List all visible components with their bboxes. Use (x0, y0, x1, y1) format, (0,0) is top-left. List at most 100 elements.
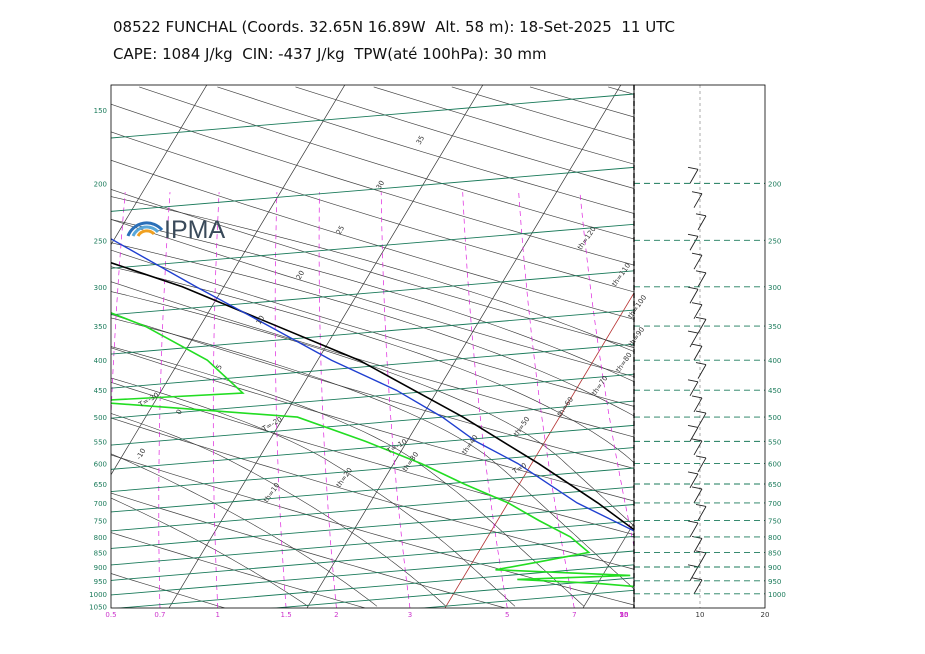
wind-barb-flag (695, 455, 707, 459)
dry-adiabat-line (111, 218, 634, 377)
moist-adiabat-line (111, 453, 378, 607)
ipma-logo: IPMA (126, 216, 225, 244)
parcel-curve (111, 261, 634, 531)
x-tick-label: 5 (505, 611, 509, 619)
x-tick-label: 1 (216, 611, 220, 619)
wind-barb-staff (689, 381, 699, 397)
y-tick-label-left: 950 (94, 578, 107, 586)
wind-barb-staff (697, 272, 707, 288)
y-tick-label-left: 900 (94, 564, 107, 572)
wind-barb-staff (693, 345, 703, 361)
chart-subtitle: CAPE: 1084 J/kg CIN: -437 J/kg TPW(até 1… (113, 45, 547, 63)
x-tick-label: 2 (334, 611, 338, 619)
isobar-line (111, 309, 634, 355)
moist-adiabat-line (111, 291, 634, 527)
moist-adiabat-line (111, 242, 634, 417)
dry-adiabat-line (111, 189, 634, 348)
moist-adiabat-line (111, 377, 516, 607)
dry-adiabat-line (111, 347, 634, 502)
y-tick-label-right: 300 (768, 284, 781, 292)
chart-title: 08522 FUNCHAL (Coords. 32.65N 16.89W Alt… (113, 18, 675, 36)
moist-adiabat-label: 20 (295, 269, 306, 281)
y-tick-label-right: 900 (768, 564, 781, 572)
x-tick-label: 20 (620, 611, 629, 619)
wind-barb-staff (689, 332, 699, 348)
y-tick-label-right: 250 (768, 237, 781, 245)
moist-adiabat-line (111, 266, 634, 464)
y-tick-label-right: 400 (768, 357, 781, 365)
wind-barb-flag (691, 252, 703, 256)
wind-barb-flag (695, 504, 707, 507)
dewpoint-curve (111, 311, 634, 588)
wind-barb-flag (687, 166, 699, 170)
mixing-ratio-line (880, 192, 925, 608)
x-tick-label: 0.5 (105, 611, 116, 619)
isobar-line (111, 467, 634, 513)
y-tick-label-right: 750 (768, 517, 781, 525)
wind-barb-flag (687, 233, 699, 237)
wind-barb-flag (687, 520, 699, 524)
dry-adiabat-line (111, 532, 366, 608)
y-tick-label-left: 450 (94, 387, 107, 395)
isobar-line (111, 447, 634, 493)
dry-adiabat-line (111, 159, 634, 320)
wind-barb-staff (689, 289, 699, 304)
mixing-ratio-line (158, 192, 171, 608)
wind-barb-staff (693, 538, 703, 553)
y-tick-label-left: 200 (94, 180, 107, 188)
y-tick-label-right: 450 (768, 387, 781, 395)
wind-barb-flag (687, 330, 699, 334)
dry-adiabat-line (0, 87, 85, 608)
wind-barb-staff (697, 412, 707, 428)
isobar-line (111, 424, 634, 470)
isobar-line (111, 550, 634, 596)
dry-adiabat-line (111, 454, 634, 606)
mixing-ratio-line (318, 192, 337, 608)
wind-barb-flag (691, 395, 703, 399)
y-tick-label-left: 1000 (89, 591, 107, 599)
y-tick-label-left: 250 (94, 237, 107, 245)
y-tick-label-right: 600 (768, 461, 781, 469)
wind-barb-staff (693, 254, 703, 270)
wind-barb-staff (697, 552, 707, 568)
wind-barb-staff (689, 169, 699, 184)
y-tick-label-left: 350 (94, 323, 107, 331)
y-tick-label-left: 650 (94, 481, 107, 489)
isobar-line (111, 535, 634, 581)
wind-barb-flag (695, 410, 707, 414)
isotherm-line (859, 85, 925, 608)
isotherm-line (721, 85, 925, 608)
isobar-line (111, 373, 634, 419)
isotherm-line (306, 85, 622, 608)
wind-barb-flag (691, 191, 703, 195)
moist-adiabat-line (111, 219, 634, 382)
mixing-ratio-line (380, 192, 411, 608)
wind-barb-flag (695, 362, 707, 366)
isotherm-line (0, 85, 69, 608)
x-tick-label: 1.5 (281, 611, 292, 619)
x-tick-label-wind: 10 (696, 611, 705, 619)
mixing-ratio-line (462, 192, 508, 608)
moist-adiabat-line (111, 196, 634, 352)
wind-barb-flag (695, 270, 707, 274)
y-tick-label-left: 850 (94, 549, 107, 557)
moist-adiabat-line (111, 497, 309, 607)
dry-adiabat-line (608, 86, 634, 95)
isobar-line (111, 223, 634, 269)
moist-adiabat-label: 30 (375, 179, 386, 191)
dry-adiabat-line (686, 87, 925, 608)
isobar-line (111, 270, 634, 316)
moist-adiabat-line (111, 413, 447, 607)
wind-barb-staff (693, 440, 703, 456)
wind-barb-flag (687, 286, 699, 290)
y-tick-label-left: 750 (94, 517, 107, 525)
wind-barb-flag (691, 343, 703, 347)
wind-panel-frame (633, 84, 766, 609)
y-tick-label-left: 600 (94, 461, 107, 469)
wind-barb-staff (689, 427, 699, 442)
y-tick-label-left: 300 (94, 284, 107, 292)
moist-adiabat-label: 25 (335, 224, 346, 236)
y-tick-label-right: 500 (768, 414, 781, 422)
logo-arc-inner (136, 229, 156, 237)
